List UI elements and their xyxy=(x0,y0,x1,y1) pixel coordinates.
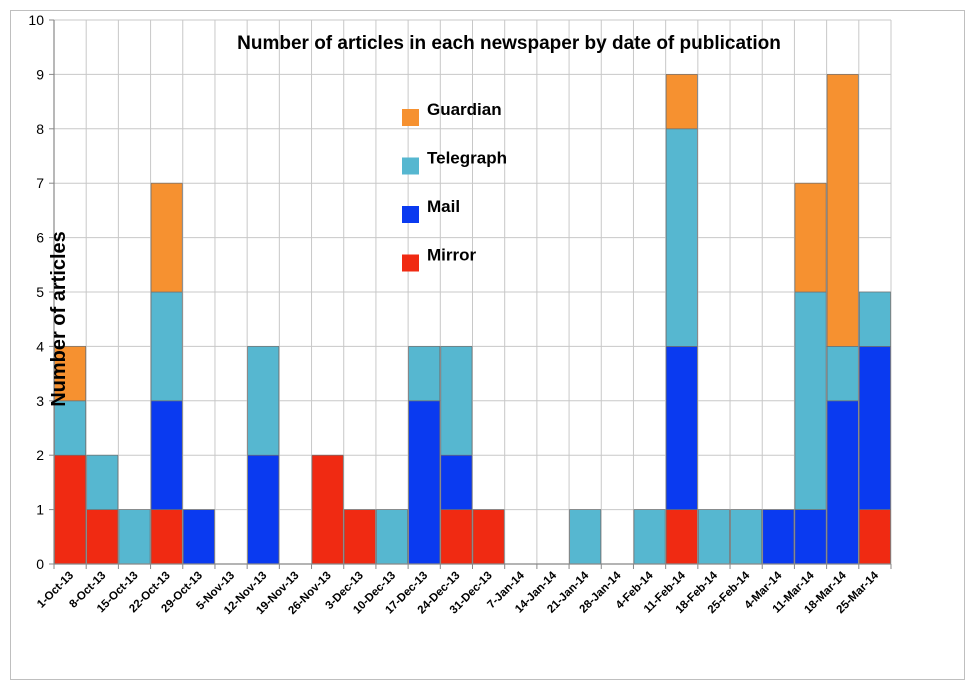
y-tick-label: 8 xyxy=(36,121,44,137)
bar-segment-guardian xyxy=(54,346,87,402)
bar-segment-mail xyxy=(408,400,441,565)
bar-segment-mail xyxy=(440,454,473,510)
y-tick-label: 4 xyxy=(36,338,44,354)
bar-segment-mirror xyxy=(440,509,473,565)
legend-swatch-mail xyxy=(402,206,419,223)
bar-segment-mirror xyxy=(311,454,344,565)
bar-segment-mirror xyxy=(858,509,891,565)
bar-segment-guardian xyxy=(150,182,183,293)
x-ticks: 1-Oct-138-Oct-1315-Oct-1322-Oct-1329-Oct… xyxy=(35,569,881,617)
bar-segment-telegraph xyxy=(54,400,87,456)
bar-segment-telegraph xyxy=(376,509,408,565)
bar-segment-guardian xyxy=(665,74,698,130)
bar-segment-telegraph xyxy=(633,509,666,565)
y-tick-label: 5 xyxy=(36,284,44,300)
bar-segment-mirror xyxy=(665,509,698,565)
bar-segment-telegraph xyxy=(247,346,280,456)
bar-segment-telegraph xyxy=(794,291,827,510)
legend-label-mirror: Mirror xyxy=(427,246,477,265)
bar-segment-guardian xyxy=(826,74,859,347)
y-tick-label: 0 xyxy=(36,556,44,572)
bar-segment-mail xyxy=(762,509,795,565)
bar-segment-mail xyxy=(858,346,891,510)
bars xyxy=(54,74,891,565)
y-tick-label: 9 xyxy=(36,66,44,82)
bar-segment-mirror xyxy=(150,509,183,565)
bar-segment-telegraph xyxy=(730,509,763,565)
legend-label-guardian: Guardian xyxy=(427,100,502,119)
legend-label-mail: Mail xyxy=(427,197,460,216)
bar-segment-telegraph xyxy=(118,509,151,565)
axes xyxy=(49,19,892,569)
bar-segment-telegraph xyxy=(858,291,891,347)
bar-segment-telegraph xyxy=(826,346,859,402)
bar-segment-telegraph xyxy=(440,346,473,456)
y-axis-label: Number of articles xyxy=(48,231,70,407)
legend-label-telegraph: Telegraph xyxy=(427,149,507,168)
bar-segment-mail xyxy=(826,400,859,565)
y-tick-label: 10 xyxy=(28,12,44,28)
y-tick-label: 7 xyxy=(36,175,44,191)
bar-segment-telegraph xyxy=(86,454,119,510)
y-tick-label: 1 xyxy=(36,502,44,518)
bar-segment-telegraph xyxy=(697,509,730,565)
bar-segment-mirror xyxy=(54,454,87,565)
bar-segment-telegraph xyxy=(408,346,441,402)
legend-swatch-guardian xyxy=(402,109,419,126)
bar-segment-mirror xyxy=(472,509,505,565)
y-tick-label: 6 xyxy=(36,230,44,246)
legend-swatch-mirror xyxy=(402,254,419,272)
bar-segment-telegraph xyxy=(569,509,602,565)
chart-title: Number of articles in each newspaper by … xyxy=(237,33,781,54)
bar-segment-guardian xyxy=(794,182,827,293)
bar-segment-mail xyxy=(182,509,215,565)
bar-segment-mail xyxy=(247,454,280,565)
bar-segment-mail xyxy=(794,509,827,565)
bar-segment-telegraph xyxy=(150,291,183,402)
bar-segment-mirror xyxy=(86,509,119,565)
legend: Guardian Telegraph Mail Mirror xyxy=(402,100,507,272)
legend-swatch-telegraph xyxy=(402,157,419,175)
bar-segment-mirror xyxy=(343,509,376,565)
y-tick-label: 2 xyxy=(36,447,44,463)
bar-segment-mail xyxy=(150,400,183,510)
y-tick-label: 3 xyxy=(36,393,44,409)
chart-frame: 0 1 2 3 4 5 6 7 8 9 10 1-Oct-13 8-Oct-13 15-Oct-13 22… xyxy=(10,10,965,680)
y-ticks: 0 1 2 3 4 5 6 7 8 9 10 xyxy=(28,12,44,572)
bar-segment-mail xyxy=(665,346,698,510)
stacked-bar-chart: 0 1 2 3 4 5 6 7 8 9 10 1-Oct-138-Oct-1315-Oct-1322… xyxy=(28,12,892,617)
bar-segment-telegraph xyxy=(665,128,698,347)
